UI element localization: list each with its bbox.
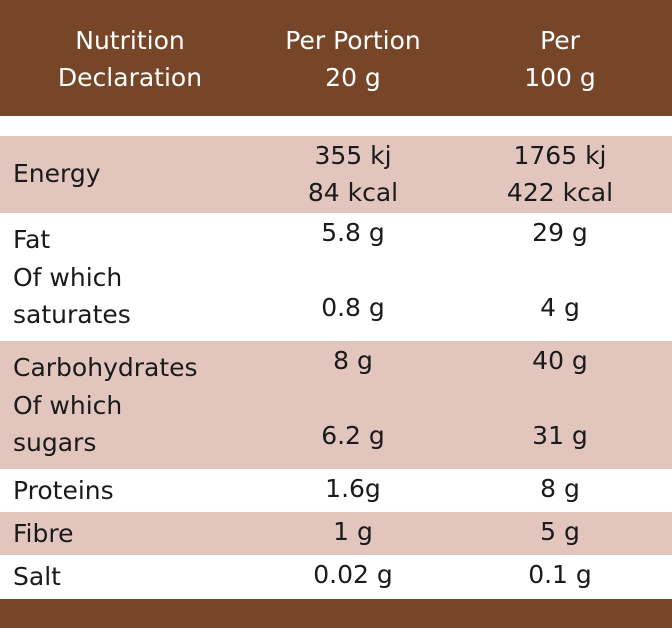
value-per100: 40 g: [532, 346, 588, 375]
value-portion: 5.8 g: [321, 218, 385, 247]
header-per-portion: Per Portion 20 g: [253, 22, 453, 96]
row-label: Energy: [13, 159, 101, 188]
header-line: Per Portion: [285, 26, 421, 55]
value-per100: 31 g: [532, 421, 588, 450]
row-label: Salt: [13, 562, 61, 591]
header-per-100g: Per 100 g: [460, 22, 660, 96]
row-label: saturates: [13, 300, 131, 329]
header-line: Declaration: [57, 63, 203, 92]
value-portion: 6.2 g: [321, 421, 385, 450]
value-portion: 0.02 g: [313, 560, 393, 589]
value-portion: 8 g: [333, 346, 373, 375]
row-label: Of which: [13, 391, 123, 420]
row-energy: Energy 355 kj 84 kcal 1765 kj 422 kcal: [0, 136, 672, 213]
value-per100: 422 kcal: [506, 178, 614, 207]
value-per100: 29 g: [532, 218, 588, 247]
table-header: Nutrition Declaration Per Portion 20 g P…: [0, 0, 672, 116]
row-fibre: Fibre 1 g 5 g: [0, 512, 672, 555]
row-salt: Salt 0.02 g 0.1 g: [0, 555, 672, 599]
row-label: Carbohydrates: [13, 353, 198, 382]
value-portion: 0.8 g: [321, 293, 385, 322]
table-footer-bar: [0, 599, 672, 628]
value-portion: 355 kj: [314, 141, 392, 170]
row-proteins: Proteins 1.6g 8 g: [0, 469, 672, 512]
value-portion: 1 g: [333, 517, 373, 546]
header-line: 20 g: [325, 63, 381, 92]
header-line: Per: [540, 26, 580, 55]
header-nutrition-declaration: Nutrition Declaration: [30, 22, 230, 96]
row-carbohydrates: Carbohydrates 8 g 40 g Of which sugars 6…: [0, 341, 672, 469]
value-per100: 1765 kj: [513, 141, 607, 170]
row-label: Of which: [13, 263, 123, 292]
value-per100: 4 g: [540, 293, 580, 322]
row-label: Proteins: [13, 476, 114, 505]
header-line: Nutrition: [75, 26, 185, 55]
value-portion: 84 kcal: [307, 178, 399, 207]
value-per100: 0.1 g: [528, 560, 592, 589]
row-label: Fibre: [13, 519, 74, 548]
value-per100: 5 g: [540, 517, 580, 546]
row-fat: Fat 5.8 g 29 g Of which saturates 0.8 g …: [0, 213, 672, 341]
row-label: sugars: [13, 428, 97, 457]
value-portion: 1.6g: [325, 474, 381, 503]
row-label: Fat: [13, 225, 51, 254]
header-line: 100 g: [524, 63, 596, 92]
value-per100: 8 g: [540, 474, 580, 503]
